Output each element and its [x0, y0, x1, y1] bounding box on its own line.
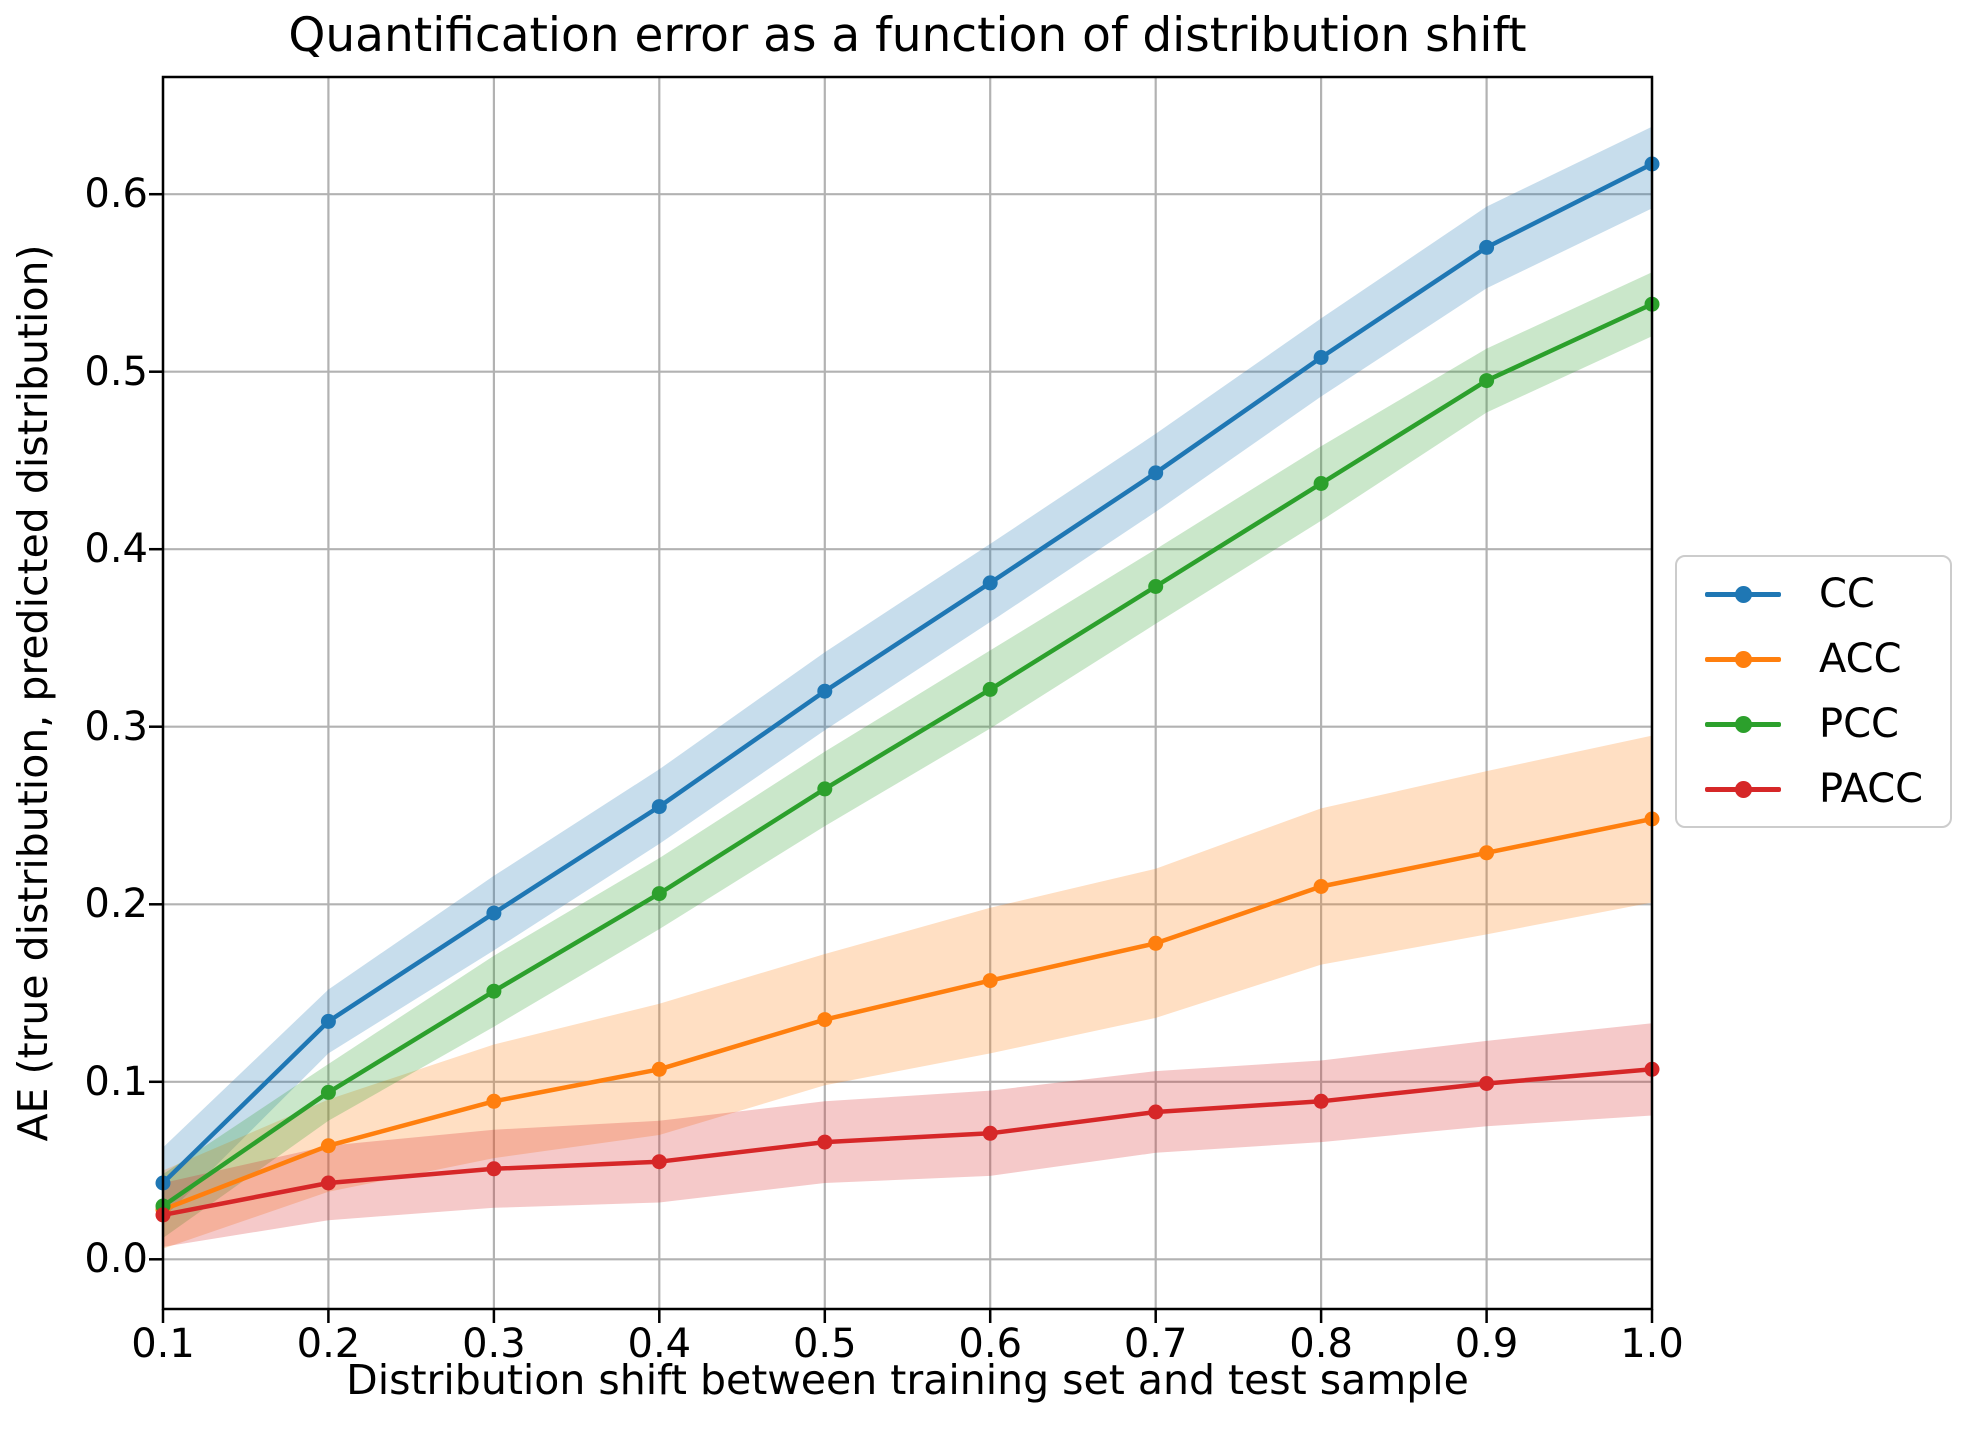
- data-point-cc: [486, 905, 502, 921]
- confidence-band-pacc: [163, 1023, 1652, 1247]
- legend-line-sample: [1705, 585, 1781, 603]
- data-point-pacc: [651, 1154, 667, 1170]
- x-tick-label: 0.9: [1454, 1321, 1519, 1367]
- data-point-cc: [320, 1013, 336, 1029]
- confidence-band-pcc: [163, 272, 1652, 1238]
- y-axis-label: AE (true distribution, predicted distrib…: [9, 244, 57, 1142]
- data-point-pacc: [982, 1125, 998, 1141]
- data-point-pacc: [817, 1134, 833, 1150]
- x-tick-label: 0.5: [792, 1321, 857, 1367]
- x-tick-label: 0.2: [296, 1321, 361, 1367]
- legend-marker-dot-icon: [1734, 715, 1752, 733]
- data-point-cc: [651, 799, 667, 815]
- y-tick-label: 0.0: [84, 1236, 148, 1283]
- data-point-cc: [1479, 239, 1495, 255]
- legend-line-sample: [1705, 780, 1781, 798]
- legend-item-label: PACC: [1819, 766, 1924, 812]
- plot-border: [161, 75, 1654, 1311]
- series-pacc: [155, 1061, 1660, 1223]
- series-pcc: [155, 296, 1660, 1214]
- data-point-acc: [817, 1012, 833, 1028]
- data-point-pcc: [320, 1084, 336, 1100]
- data-point-cc: [982, 575, 998, 591]
- data-point-pacc: [486, 1161, 502, 1177]
- data-point-pacc: [320, 1175, 336, 1191]
- data-point-pcc: [651, 886, 667, 902]
- data-point-cc: [817, 683, 833, 699]
- legend-marker-dot-icon: [1734, 585, 1752, 603]
- legend-item-cc: CC: [1705, 562, 1950, 627]
- legend-line-sample: [1705, 715, 1781, 733]
- x-tick-label: 0.1: [131, 1321, 195, 1367]
- data-point-acc: [1479, 845, 1495, 861]
- x-tick-label: 0.6: [958, 1321, 1023, 1367]
- data-point-pcc: [817, 781, 833, 797]
- legend-line-sample: [1705, 650, 1781, 668]
- data-point-acc: [982, 973, 998, 989]
- x-axis-label: Distribution shift between training set …: [346, 1356, 1469, 1404]
- legend: CC ACC PCC PACC: [1675, 555, 1952, 828]
- legend-item-pacc: PACC: [1705, 757, 1950, 822]
- data-point-cc: [1313, 350, 1329, 365]
- y-tick-label: 0.2: [84, 881, 148, 928]
- data-point-acc: [651, 1061, 667, 1077]
- legend-item-label: ACC: [1819, 636, 1902, 682]
- data-point-pcc: [1148, 579, 1164, 594]
- legend-marker-dot-icon: [1734, 650, 1752, 668]
- legend-item-pcc: PCC: [1705, 692, 1950, 757]
- y-tick-label: 0.3: [84, 703, 148, 750]
- data-point-cc: [1148, 465, 1164, 481]
- x-tick-label: 0.7: [1123, 1321, 1188, 1367]
- data-point-pcc: [982, 681, 998, 697]
- plot-area: [149, 75, 1660, 1323]
- x-tick-label: 0.4: [627, 1321, 692, 1367]
- data-point-pacc: [1313, 1093, 1329, 1109]
- legend-item-label: CC: [1819, 571, 1875, 617]
- x-tick-label: 1.0: [1620, 1321, 1684, 1367]
- legend-item-label: PCC: [1819, 701, 1899, 747]
- x-tick-label: 0.8: [1289, 1321, 1353, 1367]
- y-tick-label: 0.6: [84, 171, 148, 218]
- confidence-band-cc: [163, 126, 1652, 1219]
- chart-title: Quantification error as a function of di…: [288, 8, 1527, 63]
- y-tick-label: 0.4: [84, 526, 148, 573]
- data-point-pacc: [1148, 1104, 1164, 1120]
- data-point-acc: [1148, 935, 1164, 951]
- confidence-band-acc: [163, 735, 1652, 1249]
- legend-item-acc: ACC: [1705, 627, 1950, 692]
- y-tick-label: 0.1: [84, 1058, 148, 1105]
- data-point-acc: [486, 1093, 502, 1109]
- legend-marker-dot-icon: [1734, 780, 1752, 798]
- data-point-pcc: [486, 983, 502, 999]
- data-point-pcc: [1313, 476, 1329, 491]
- data-point-pcc: [1479, 373, 1495, 389]
- data-point-pacc: [1479, 1076, 1495, 1091]
- tick-marks: [149, 192, 1654, 1323]
- x-tick-label: 0.3: [462, 1321, 526, 1367]
- data-point-acc: [320, 1138, 336, 1154]
- data-point-acc: [1313, 879, 1329, 894]
- y-tick-label: 0.5: [84, 348, 148, 395]
